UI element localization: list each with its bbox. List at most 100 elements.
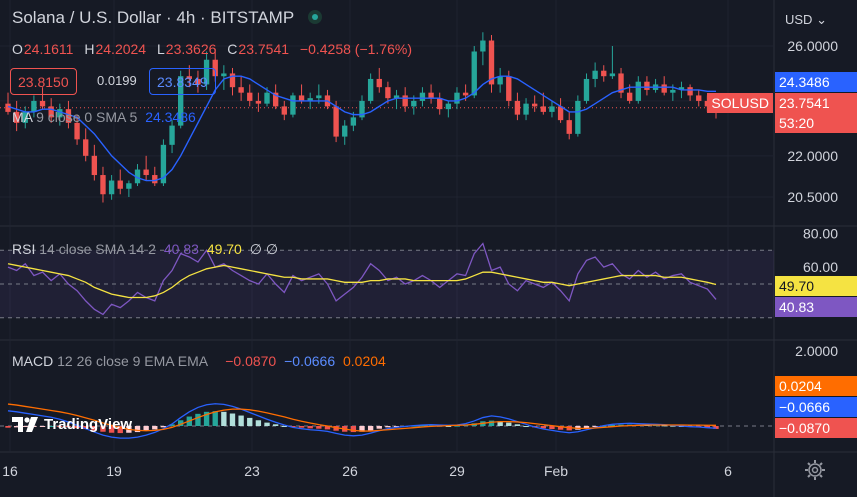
high-label: H xyxy=(84,41,95,57)
candle-body xyxy=(39,100,46,107)
ohlc-legend: O24.1611 H24.2024 L23.3626 C23.7541 −0.4… xyxy=(12,41,412,57)
price-tick-label: 22.0000 xyxy=(787,148,838,164)
macd-histogram-bar xyxy=(238,415,244,426)
candle-body xyxy=(566,120,572,134)
time-tick-label: 6 xyxy=(724,463,732,479)
rsi-tick-label: 60.00 xyxy=(803,259,838,275)
macd-histogram-bar xyxy=(74,426,80,429)
candle-body xyxy=(644,81,650,90)
time-tick-label: 26 xyxy=(342,463,358,479)
macd-histogram-bar xyxy=(488,420,495,426)
rsi-extra-value: ∅ ∅ xyxy=(249,241,279,257)
macd-signal-line xyxy=(7,403,717,432)
rsi-legend[interactable]: RSI 14 close SMA 14 2 40.83 49.70 ∅ ∅ xyxy=(12,241,278,258)
macd-line xyxy=(7,403,717,439)
macd-histogram-bar xyxy=(100,426,106,432)
tradingview-logo[interactable]: TradingView xyxy=(12,415,132,433)
currency-selector[interactable]: USD ⌄ xyxy=(785,12,827,28)
candle-body xyxy=(635,81,641,101)
market-status-icon xyxy=(308,10,323,24)
open-label: O xyxy=(12,41,23,57)
candle-body xyxy=(575,100,581,134)
candle-body xyxy=(583,78,590,101)
macd-histogram-bar xyxy=(272,424,279,426)
macd-histogram-bar xyxy=(108,426,115,433)
candle-body xyxy=(506,76,512,101)
currency-label: USD xyxy=(785,12,813,27)
macd-histogram-bar xyxy=(221,411,227,426)
macd-histogram-bar xyxy=(143,426,149,431)
candle-body xyxy=(532,103,538,107)
candle-body xyxy=(298,95,305,101)
macd-histogram-bar xyxy=(393,426,400,427)
tradingview-logo-icon xyxy=(12,417,38,432)
candle-body xyxy=(523,103,529,115)
candle-body xyxy=(22,111,28,123)
high-value: 24.2024 xyxy=(95,41,147,57)
candle-body xyxy=(195,78,201,85)
time-tick-label: 19 xyxy=(106,463,122,479)
candle-body xyxy=(203,59,210,85)
candle-body xyxy=(367,78,374,101)
candle-body xyxy=(704,100,711,107)
macd-histogram-bar xyxy=(557,426,564,430)
ma-line xyxy=(7,75,716,182)
low-label: L xyxy=(156,41,165,57)
candle-body xyxy=(445,103,452,110)
macd-histogram-bar xyxy=(549,426,555,430)
macd-histogram-bar xyxy=(48,426,54,427)
candle-body xyxy=(488,40,495,85)
chevron-down-icon: ⌄ xyxy=(816,12,827,27)
candle-body xyxy=(221,73,227,77)
macd-histogram-bar xyxy=(376,426,382,429)
macd-histogram-bar xyxy=(661,425,667,427)
candle-body xyxy=(333,106,339,137)
candle-body xyxy=(316,95,322,99)
macd-histogram-bar xyxy=(13,426,20,428)
candle-body xyxy=(272,92,279,107)
macd-histogram-bar xyxy=(152,426,158,430)
candle-body xyxy=(83,139,89,156)
macd-signal-value: 0.0204 xyxy=(343,353,386,369)
candle-body xyxy=(454,92,460,104)
macd-legend[interactable]: MACD 12 26 close 9 EMA EMA −0.0870 −0.06… xyxy=(12,353,386,369)
macd-hist-tag: −0.0870 xyxy=(775,418,857,438)
symbol-tag: SOLUSD xyxy=(707,93,773,113)
sell-button[interactable]: 23.8150 xyxy=(10,68,77,95)
macd-histogram-bar xyxy=(324,426,331,430)
candle-body xyxy=(350,117,357,126)
macd-histogram-bar xyxy=(229,413,236,426)
candle-body xyxy=(143,169,149,176)
candle-body xyxy=(290,95,296,115)
candle-body xyxy=(5,103,11,112)
macd-histogram-bar xyxy=(195,413,201,426)
macd-histogram-bar xyxy=(65,426,72,428)
rsi-line xyxy=(7,242,717,316)
macd-tick-label: 2.0000 xyxy=(795,343,838,359)
macd-histogram-bar xyxy=(497,421,503,426)
macd-histogram-bar xyxy=(169,424,175,426)
candle-body xyxy=(178,76,184,126)
macd-histogram-bar xyxy=(247,417,253,426)
macd-histogram-bar xyxy=(57,426,63,427)
time-tick-label: 16 xyxy=(2,463,18,479)
ma-value: 24.3486 xyxy=(145,109,196,125)
spread-value: 0.0199 xyxy=(97,73,137,88)
macd-params: 12 26 close 9 EMA EMA xyxy=(57,353,208,369)
macd-name: MACD xyxy=(12,353,54,369)
macd-histogram-bar xyxy=(255,420,262,426)
symbol-title[interactable]: Solana / U.S. Dollar · 4h · BITSTAMP xyxy=(12,8,295,27)
macd-histogram-bar xyxy=(618,424,624,426)
macd-histogram-bar xyxy=(290,426,296,428)
ma-legend[interactable]: MA 9 close 0 SMA 5 24.3486 xyxy=(12,109,196,125)
gear-icon[interactable] xyxy=(804,459,826,481)
macd-histogram-bar xyxy=(117,426,123,434)
rsi-ma-tag: 49.70 xyxy=(775,276,857,296)
macd-histogram-bar xyxy=(160,426,167,428)
candle-body xyxy=(134,169,141,184)
rsi-pane xyxy=(0,242,774,319)
candle-body xyxy=(601,70,607,77)
buy-button[interactable]: 23.8349 xyxy=(149,68,216,95)
candle-body xyxy=(540,106,546,112)
